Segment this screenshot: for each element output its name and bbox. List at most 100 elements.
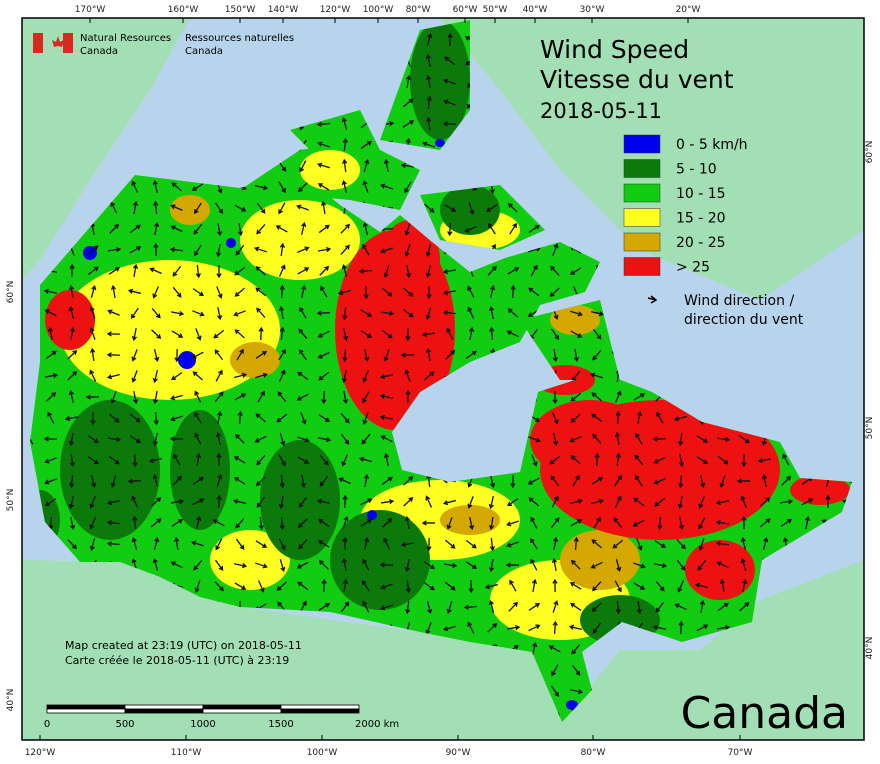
wind-arrow (256, 224, 266, 235)
lon-label: 30°W (580, 5, 605, 15)
wind-arrow (299, 306, 307, 319)
wind-arrow (715, 540, 730, 547)
wind-arrow (656, 411, 664, 424)
wind-arrow (380, 604, 393, 611)
wind-arrow (131, 180, 139, 193)
wind-arrow (443, 78, 456, 85)
wind-arrow (342, 516, 349, 529)
wind-arrow (278, 369, 286, 382)
wind-arrow (170, 498, 185, 505)
wind-arrow (278, 305, 285, 320)
wind-arrow (615, 559, 622, 573)
lon-label: 160°W (168, 5, 199, 15)
wind-arrow (255, 185, 269, 191)
scale-segment (46, 708, 126, 714)
legend-label: > 25 (676, 260, 710, 276)
lon-label: 20°W (676, 5, 701, 15)
wind-arrow (360, 519, 373, 527)
wind-arrow (572, 474, 580, 487)
wind-arrow (825, 494, 831, 509)
wind-arrow (446, 601, 453, 614)
legend-swatch (623, 257, 661, 276)
wind-arrow (44, 457, 57, 464)
legend-arrow-label: direction du vent (684, 312, 804, 328)
wind-arrow (43, 288, 58, 294)
wind-arrow (319, 265, 330, 276)
wind-arrow (426, 601, 433, 615)
legend-label: 20 - 25 (676, 235, 726, 251)
wind-zone (380, 220, 440, 300)
wind-arrow (736, 478, 751, 484)
lat-label: 50°N (6, 489, 16, 512)
wind-arrow (68, 284, 75, 299)
wind-arrow (716, 624, 731, 631)
wind-arrow (552, 620, 558, 635)
wind-arrow (488, 222, 496, 235)
wind-arrow (635, 432, 643, 445)
lon-label: 120°W (320, 5, 351, 15)
wind-arrow (383, 537, 391, 550)
wind-arrow (236, 348, 244, 361)
wind-arrow (255, 266, 266, 276)
wind-arrow (89, 517, 97, 530)
wind-arrow (699, 475, 706, 489)
wind-arrow (528, 497, 540, 507)
wind-arrow (278, 495, 285, 510)
lon-label: 60°W (453, 5, 478, 15)
wind-arrow (761, 473, 768, 488)
wind-arrow (570, 602, 582, 611)
wind-arrow (195, 515, 202, 529)
wind-arrow (426, 537, 432, 552)
wind-arrow (696, 435, 709, 443)
wind-arrow (319, 475, 329, 487)
wind-arrow (362, 370, 369, 383)
wind-arrow (362, 221, 368, 235)
wind-arrow (716, 436, 731, 443)
wind-arrow (297, 371, 309, 381)
wind-arrow (488, 496, 494, 510)
wind-arrow (485, 204, 498, 213)
title: Wind Speed (540, 35, 689, 64)
wind-arrow (400, 541, 415, 548)
wind-arrow (318, 603, 331, 611)
wind-arrow (592, 328, 602, 340)
wind-arrow (364, 536, 370, 551)
wind-arrow (301, 284, 307, 298)
wind-arrow (425, 244, 432, 258)
wind-arrow (489, 475, 496, 489)
wind-arrow (569, 267, 582, 275)
wind-arrow (400, 352, 415, 358)
wind-arrow (214, 581, 224, 592)
wind-arrow (445, 349, 456, 360)
wind-arrow (741, 453, 747, 468)
wind-arrow (442, 625, 456, 632)
wind-arrow (614, 431, 621, 446)
wind-arrow (258, 516, 264, 531)
wind-arrow (527, 477, 540, 485)
wind-arrow (90, 475, 97, 489)
wind-arrow (741, 515, 747, 530)
wind-arrow (465, 561, 478, 569)
wind-arrow (465, 539, 477, 549)
lon-label: 70°W (728, 748, 753, 758)
wind-arrow (487, 622, 498, 633)
wind-arrow (380, 583, 393, 590)
wind-arrow (742, 578, 748, 593)
wind-arrow (633, 582, 646, 590)
wind-arrow (341, 116, 348, 130)
wind-arrow (444, 204, 457, 212)
wind-arrow (321, 578, 327, 593)
wind-arrow (132, 453, 138, 468)
lon-label: 170°W (75, 5, 106, 15)
wind-arrow (445, 539, 456, 549)
wind-arrow (529, 537, 538, 550)
legend: 0 - 5 km/h 5 - 10 10 - 15 15 - 20 20 - 25 > 2… (623, 134, 748, 276)
wind-arrow (570, 310, 583, 317)
wind-arrow (528, 224, 541, 233)
wind-arrow (467, 496, 474, 509)
wind-arrow (316, 498, 331, 504)
wind-arrow (169, 247, 184, 253)
legend-swatch (623, 183, 661, 203)
wind-arrow (530, 264, 538, 277)
wind-arrow (591, 602, 602, 613)
